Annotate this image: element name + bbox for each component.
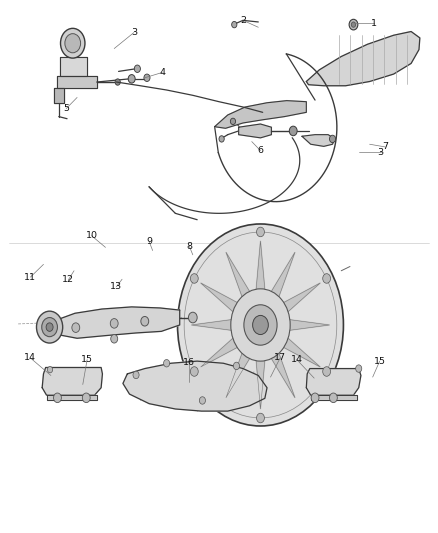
Polygon shape <box>239 124 272 138</box>
Circle shape <box>133 371 139 378</box>
Text: 1: 1 <box>371 19 377 28</box>
Polygon shape <box>278 283 320 316</box>
Circle shape <box>289 126 297 136</box>
Circle shape <box>244 305 277 345</box>
Circle shape <box>65 34 81 53</box>
Circle shape <box>349 19 358 30</box>
Polygon shape <box>306 31 420 86</box>
Polygon shape <box>306 368 361 395</box>
Polygon shape <box>226 346 253 398</box>
Text: 15: 15 <box>374 357 386 366</box>
Polygon shape <box>255 241 265 296</box>
Circle shape <box>351 22 356 27</box>
Circle shape <box>257 227 265 237</box>
Circle shape <box>47 367 53 373</box>
Text: 11: 11 <box>25 273 36 281</box>
Polygon shape <box>201 334 243 367</box>
Polygon shape <box>284 319 329 331</box>
Circle shape <box>233 362 240 369</box>
Polygon shape <box>123 361 267 411</box>
Circle shape <box>323 367 331 376</box>
Circle shape <box>199 397 205 404</box>
Polygon shape <box>255 353 265 409</box>
Text: 3: 3 <box>378 148 384 157</box>
Circle shape <box>188 312 197 323</box>
Text: 8: 8 <box>186 242 192 251</box>
Text: 5: 5 <box>63 104 69 113</box>
Polygon shape <box>57 76 97 88</box>
Text: 2: 2 <box>240 16 246 25</box>
Circle shape <box>144 74 150 82</box>
Circle shape <box>329 135 336 143</box>
Circle shape <box>231 289 290 361</box>
Text: 13: 13 <box>110 282 123 291</box>
Polygon shape <box>215 101 306 128</box>
Circle shape <box>72 323 80 333</box>
Text: 14: 14 <box>25 353 36 362</box>
Circle shape <box>36 311 63 343</box>
Circle shape <box>230 118 236 125</box>
Circle shape <box>191 367 198 376</box>
Text: 10: 10 <box>85 231 98 240</box>
Circle shape <box>134 65 141 72</box>
Polygon shape <box>46 395 97 400</box>
Circle shape <box>42 318 57 337</box>
Circle shape <box>356 365 362 372</box>
Circle shape <box>257 413 265 423</box>
Circle shape <box>115 79 120 85</box>
Text: 3: 3 <box>131 28 137 37</box>
Circle shape <box>163 360 170 367</box>
Circle shape <box>232 21 237 28</box>
Polygon shape <box>268 346 295 398</box>
Circle shape <box>191 273 198 283</box>
Polygon shape <box>302 135 335 147</box>
Circle shape <box>219 136 224 142</box>
Circle shape <box>111 335 118 343</box>
Polygon shape <box>311 395 357 400</box>
Polygon shape <box>268 252 295 303</box>
Polygon shape <box>42 368 102 395</box>
Text: 16: 16 <box>184 358 195 367</box>
Circle shape <box>82 393 90 402</box>
Text: 14: 14 <box>291 355 303 364</box>
Circle shape <box>128 75 135 83</box>
Circle shape <box>53 393 61 402</box>
Text: 12: 12 <box>62 275 74 284</box>
Text: 9: 9 <box>146 237 152 246</box>
Polygon shape <box>201 283 243 316</box>
Circle shape <box>253 316 268 335</box>
Circle shape <box>311 393 319 402</box>
Circle shape <box>46 323 53 332</box>
Circle shape <box>329 393 337 402</box>
Text: 7: 7 <box>382 142 388 151</box>
Polygon shape <box>191 319 237 331</box>
Circle shape <box>323 273 331 283</box>
Circle shape <box>110 319 118 328</box>
Polygon shape <box>51 307 180 338</box>
Circle shape <box>141 317 149 326</box>
Polygon shape <box>278 334 320 367</box>
Text: 15: 15 <box>81 355 93 364</box>
Circle shape <box>60 28 85 58</box>
Text: 4: 4 <box>159 68 165 77</box>
Polygon shape <box>60 56 87 76</box>
Text: 6: 6 <box>258 146 264 155</box>
Circle shape <box>177 224 343 426</box>
Text: 17: 17 <box>274 353 286 362</box>
Polygon shape <box>54 88 64 103</box>
Polygon shape <box>226 252 253 303</box>
